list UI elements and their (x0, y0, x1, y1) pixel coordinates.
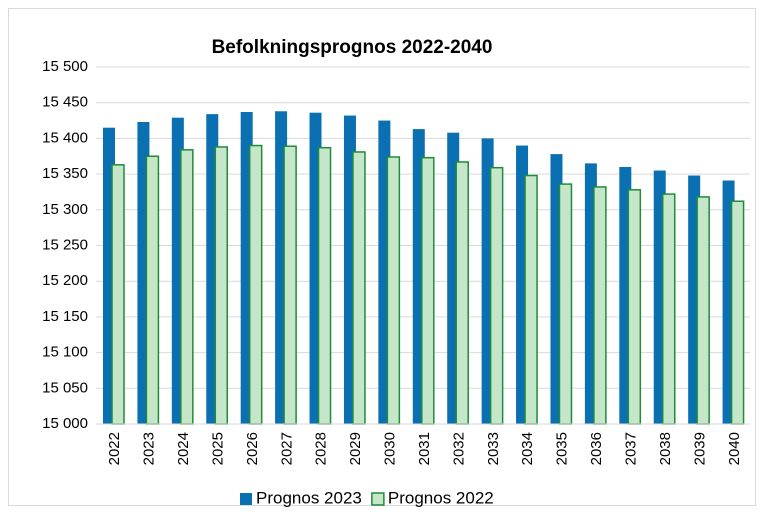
bar (593, 186, 607, 425)
x-tick-label: 2023 (141, 432, 158, 465)
x-tick-label: 2022 (106, 432, 123, 465)
bar (730, 200, 745, 425)
y-tick-label: 15 000 (42, 415, 88, 432)
y-tick-label: 15 050 (42, 379, 88, 396)
y-tick-label: 15 450 (42, 94, 88, 111)
x-tick-label: 2036 (588, 432, 605, 465)
x-tick-label: 2032 (450, 432, 467, 465)
y-tick-label: 15 300 (42, 201, 88, 218)
chart-title: Befolkningsprognos 2022-2040 (212, 37, 493, 58)
x-tick-label: 2037 (622, 432, 639, 465)
x-tick-label: 2030 (382, 432, 399, 465)
bar (317, 146, 332, 425)
x-tick-label: 2035 (554, 432, 571, 465)
legend-label: Prognos 2023 (256, 488, 362, 507)
x-tick-label: 2025 (209, 432, 226, 465)
legend-swatch (240, 493, 252, 505)
legend-swatch (371, 492, 385, 506)
x-tick-label: 2027 (278, 432, 295, 465)
y-tick-label: 15 100 (42, 344, 88, 361)
bar (489, 166, 504, 425)
x-tick-label: 2028 (313, 432, 330, 465)
bar (248, 144, 263, 425)
x-tick-label: 2024 (175, 432, 192, 465)
bar (180, 149, 194, 425)
y-tick-label: 15 250 (42, 236, 88, 253)
bar (111, 164, 125, 425)
bar (558, 183, 573, 425)
x-tick-label: 2034 (519, 432, 536, 465)
bar (455, 161, 469, 425)
x-tick-label: 2040 (726, 432, 743, 465)
y-tick-label: 15 500 (42, 58, 88, 75)
x-tick-label: 2033 (485, 432, 502, 465)
bar (661, 193, 676, 425)
y-tick-label: 15 200 (42, 272, 88, 289)
x-tick-label: 2039 (691, 432, 708, 465)
bar (352, 151, 366, 425)
bar (283, 145, 297, 425)
legend-label: Prognos 2022 (388, 488, 494, 507)
bar (524, 174, 538, 425)
y-tick-label: 15 400 (42, 129, 88, 146)
bar (627, 189, 642, 425)
x-tick-label: 2029 (347, 432, 364, 465)
bar (696, 196, 710, 425)
bar (421, 156, 435, 425)
x-tick-label: 2026 (244, 432, 261, 465)
x-tick-label: 2038 (657, 432, 674, 465)
bar (214, 146, 229, 425)
bar (145, 155, 160, 425)
y-tick-label: 15 350 (42, 165, 88, 182)
bar (386, 156, 401, 425)
x-tick-label: 2031 (416, 432, 433, 465)
y-tick-label: 15 150 (42, 308, 88, 325)
